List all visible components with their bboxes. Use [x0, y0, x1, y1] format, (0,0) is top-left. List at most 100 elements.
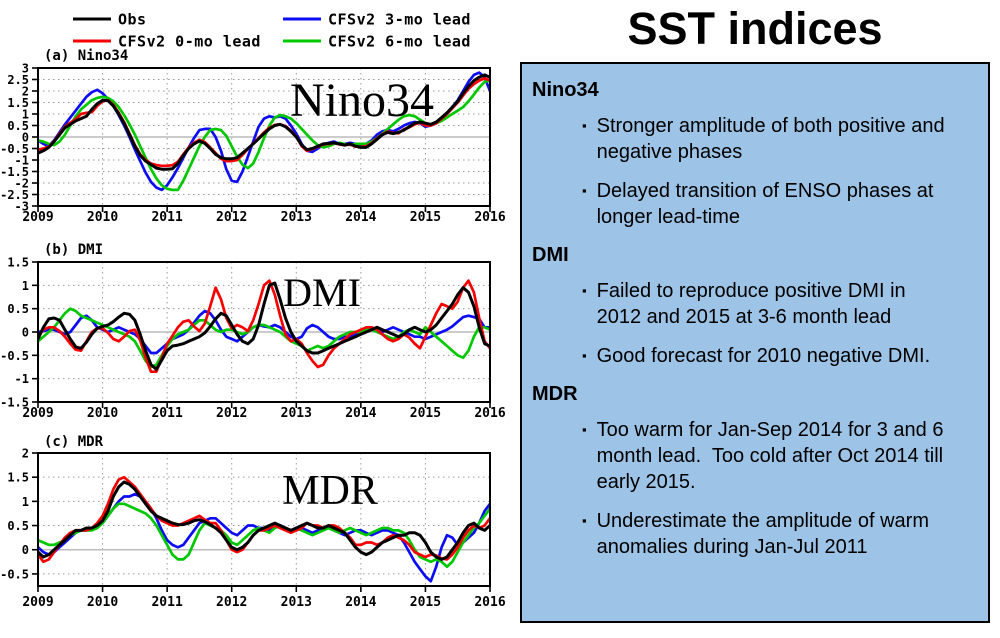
x-tick-label: 2016	[474, 210, 505, 225]
bullet-text: Delayed transition of ENSO phases at lon…	[596, 180, 940, 228]
x-tick-label: 2009	[22, 210, 53, 225]
x-tick-label: 2012	[216, 210, 247, 225]
page-title: SST indices	[627, 3, 883, 54]
plot-frame	[37, 452, 491, 587]
x-tick-label: 2010	[87, 595, 118, 610]
y-tick-label: 2.5	[7, 73, 29, 87]
section-nino34: Nino34 ▪ Stronger amplitude of both posi…	[532, 78, 980, 230]
legend-item: CFSv2 6-mo lead	[283, 33, 471, 51]
y-tick-label: 1	[22, 495, 29, 509]
y-tick-label: -0.5	[0, 142, 29, 156]
y-tick-label: 1.5	[7, 96, 29, 110]
x-tick-label: 2012	[216, 406, 247, 421]
y-tick-label: 1	[22, 108, 29, 122]
chart-title: MDR	[282, 468, 378, 514]
chart-mdr: 2 1.5 1 0.5 0 -0.5 2009 2010 2011 2012 2013 2014 201…	[0, 434, 506, 610]
y-tick-label: 1.5	[7, 256, 29, 270]
x-tick-label: 2014	[345, 595, 376, 610]
legend-label: Obs	[118, 11, 147, 29]
x-tick-label: 2015	[410, 406, 441, 421]
panel-label: (c) MDR	[44, 434, 104, 450]
y-tick-label: 2	[22, 447, 29, 461]
y-tick-label: 0	[22, 326, 29, 340]
x-tick-label: 2013	[281, 595, 312, 610]
bullet-icon: ▪	[582, 422, 587, 437]
x-tick-label: 2013	[281, 210, 312, 225]
y-tick-label: 0.5	[7, 519, 29, 533]
dmi-cfsv2-0-mo-lead-line	[38, 279, 490, 374]
x-tick-label: 2009	[22, 595, 53, 610]
y-tick-label: -3	[15, 200, 29, 214]
legend-item: CFSv2 3-mo lead	[283, 11, 471, 29]
dmi-obs-line	[38, 281, 490, 371]
bullet-item: ▪ Delayed transition of ENSO phases at l…	[582, 178, 980, 230]
bullet-item: ▪ Failed to reproduce positive DMI in 20…	[582, 278, 980, 330]
section-heading-dmi: DMI	[532, 244, 569, 266]
bullet-item: ▪ Good forecast for 2010 negative DMI.	[582, 343, 980, 369]
x-tick-label: 2015	[410, 210, 441, 225]
y-tick-label: -2.5	[0, 188, 29, 202]
y-tick-label: -1	[15, 372, 29, 386]
legend-label: CFSv2 3-mo lead	[328, 11, 471, 29]
section-heading-nino34: Nino34	[532, 79, 599, 101]
y-tick-label: 0	[22, 131, 29, 145]
nino34-cfsv2-6-mo-lead-line	[38, 79, 490, 192]
mdr-obs-line	[38, 480, 490, 561]
section-heading-mdr: MDR	[532, 383, 578, 405]
chart-title: Nino34	[290, 74, 434, 127]
x-tick-label: 2016	[474, 406, 505, 421]
x-tick-label: 2012	[216, 595, 247, 610]
nino34-obs-line	[38, 73, 490, 171]
plot-frame	[37, 261, 491, 403]
y-tick-label: -2	[15, 177, 29, 191]
x-tick-label: 2015	[410, 595, 441, 610]
bullet-icon: ▪	[582, 183, 587, 198]
x-tick-label: 2011	[151, 210, 182, 225]
y-tick-label: 0.5	[7, 119, 29, 133]
legend-item: CFSv2 0-mo lead	[73, 33, 261, 51]
section-mdr: MDR ▪ Too warm for Jan-Sep 2014 for 3 an…	[532, 382, 980, 560]
bullet-text: Stronger amplitude of both positive and …	[596, 115, 951, 163]
bullet-item: ▪ Stronger amplitude of both positive an…	[582, 113, 980, 165]
x-tick-label: 2010	[87, 406, 118, 421]
legend-label: CFSv2 0-mo lead	[118, 33, 261, 51]
y-tick-label: -1.5	[0, 165, 29, 179]
y-tick-label: 2	[22, 85, 29, 99]
y-tick-label: -1.5	[0, 396, 29, 410]
x-tick-label: 2010	[87, 210, 118, 225]
y-tick-label: 0	[22, 543, 29, 557]
plot-frame	[37, 67, 491, 207]
bullet-text: Good forecast for 2010 negative DMI.	[596, 345, 931, 367]
bullet-text: Underestimate the amplitude of warm anom…	[596, 510, 935, 558]
bullet-icon: ▪	[582, 513, 587, 528]
y-tick-label: 1.5	[7, 471, 29, 485]
bullet-text: Too warm for Jan-Sep 2014 for 3 and 6 mo…	[596, 419, 950, 493]
x-tick-label: 2013	[281, 406, 312, 421]
x-tick-label: 2016	[474, 595, 505, 610]
panel-label: (a) Nino34	[44, 48, 128, 64]
legend-label: CFSv2 6-mo lead	[328, 33, 471, 51]
bullet-icon: ▪	[582, 118, 587, 133]
y-tick-label: 1	[22, 279, 29, 293]
x-tick-label: 2011	[151, 595, 182, 610]
legend-item: Obs	[73, 11, 147, 29]
x-tick-label: 2014	[345, 210, 376, 225]
x-tick-label: 2014	[345, 406, 376, 421]
chart-title: DMI	[283, 270, 361, 315]
bullet-icon: ▪	[582, 348, 587, 363]
bullet-icon: ▪	[582, 283, 587, 298]
y-tick-label: -1	[15, 154, 29, 168]
bullet-list-mdr: ▪ Too warm for Jan-Sep 2014 for 3 and 6 …	[532, 417, 980, 560]
bullet-item: ▪ Too warm for Jan-Sep 2014 for 3 and 6 …	[582, 417, 980, 495]
sst-indices-panel: Nino34 ▪ Stronger amplitude of both posi…	[520, 62, 990, 623]
bullet-item: ▪ Underestimate the amplitude of warm an…	[582, 508, 980, 560]
section-dmi: DMI ▪ Failed to reproduce positive DMI i…	[532, 243, 980, 369]
bullet-text: Failed to reproduce positive DMI in 2012…	[596, 280, 912, 328]
y-tick-label: -0.5	[0, 349, 29, 363]
y-tick-label: 0.5	[7, 302, 29, 316]
bullet-list-nino34: ▪ Stronger amplitude of both positive an…	[532, 113, 980, 230]
